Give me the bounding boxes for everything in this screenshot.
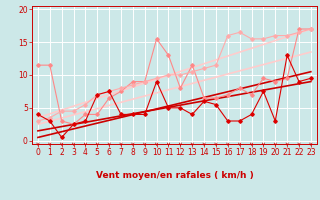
- X-axis label: Vent moyen/en rafales ( km/h ): Vent moyen/en rafales ( km/h ): [96, 171, 253, 180]
